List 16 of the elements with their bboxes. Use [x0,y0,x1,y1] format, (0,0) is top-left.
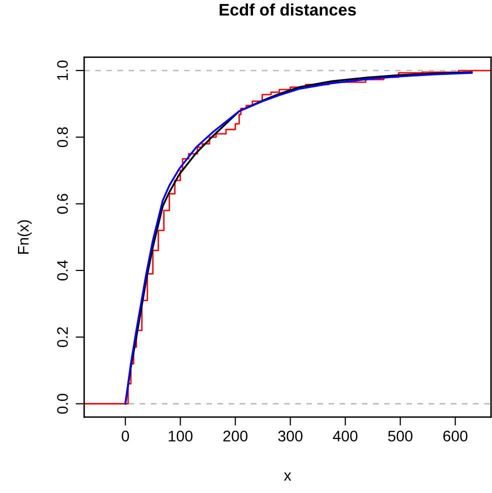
x-tick-label: 500 [388,430,412,442]
y-axis-title: Fn(x) [17,220,32,254]
chart-title: Ecdf of distances [220,3,356,16]
x-axis-title: x [284,472,292,481]
x-tick-label: 200 [223,430,248,442]
y-tick-label: 0.6 [57,194,68,214]
x-tick-label: 0 [122,430,130,442]
x-tick-label: 400 [332,430,358,442]
y-tick-label: 0.0 [57,394,68,414]
y-tick-label: 1.0 [57,60,68,80]
x-tick-label: 100 [168,430,193,442]
y-tick-label: 0.4 [57,260,68,280]
y-tick-label: 0.8 [57,127,68,148]
y-tick-label: 0.2 [57,327,68,348]
x-tick-label: 600 [443,430,468,442]
x-tick-label: 300 [278,430,302,442]
